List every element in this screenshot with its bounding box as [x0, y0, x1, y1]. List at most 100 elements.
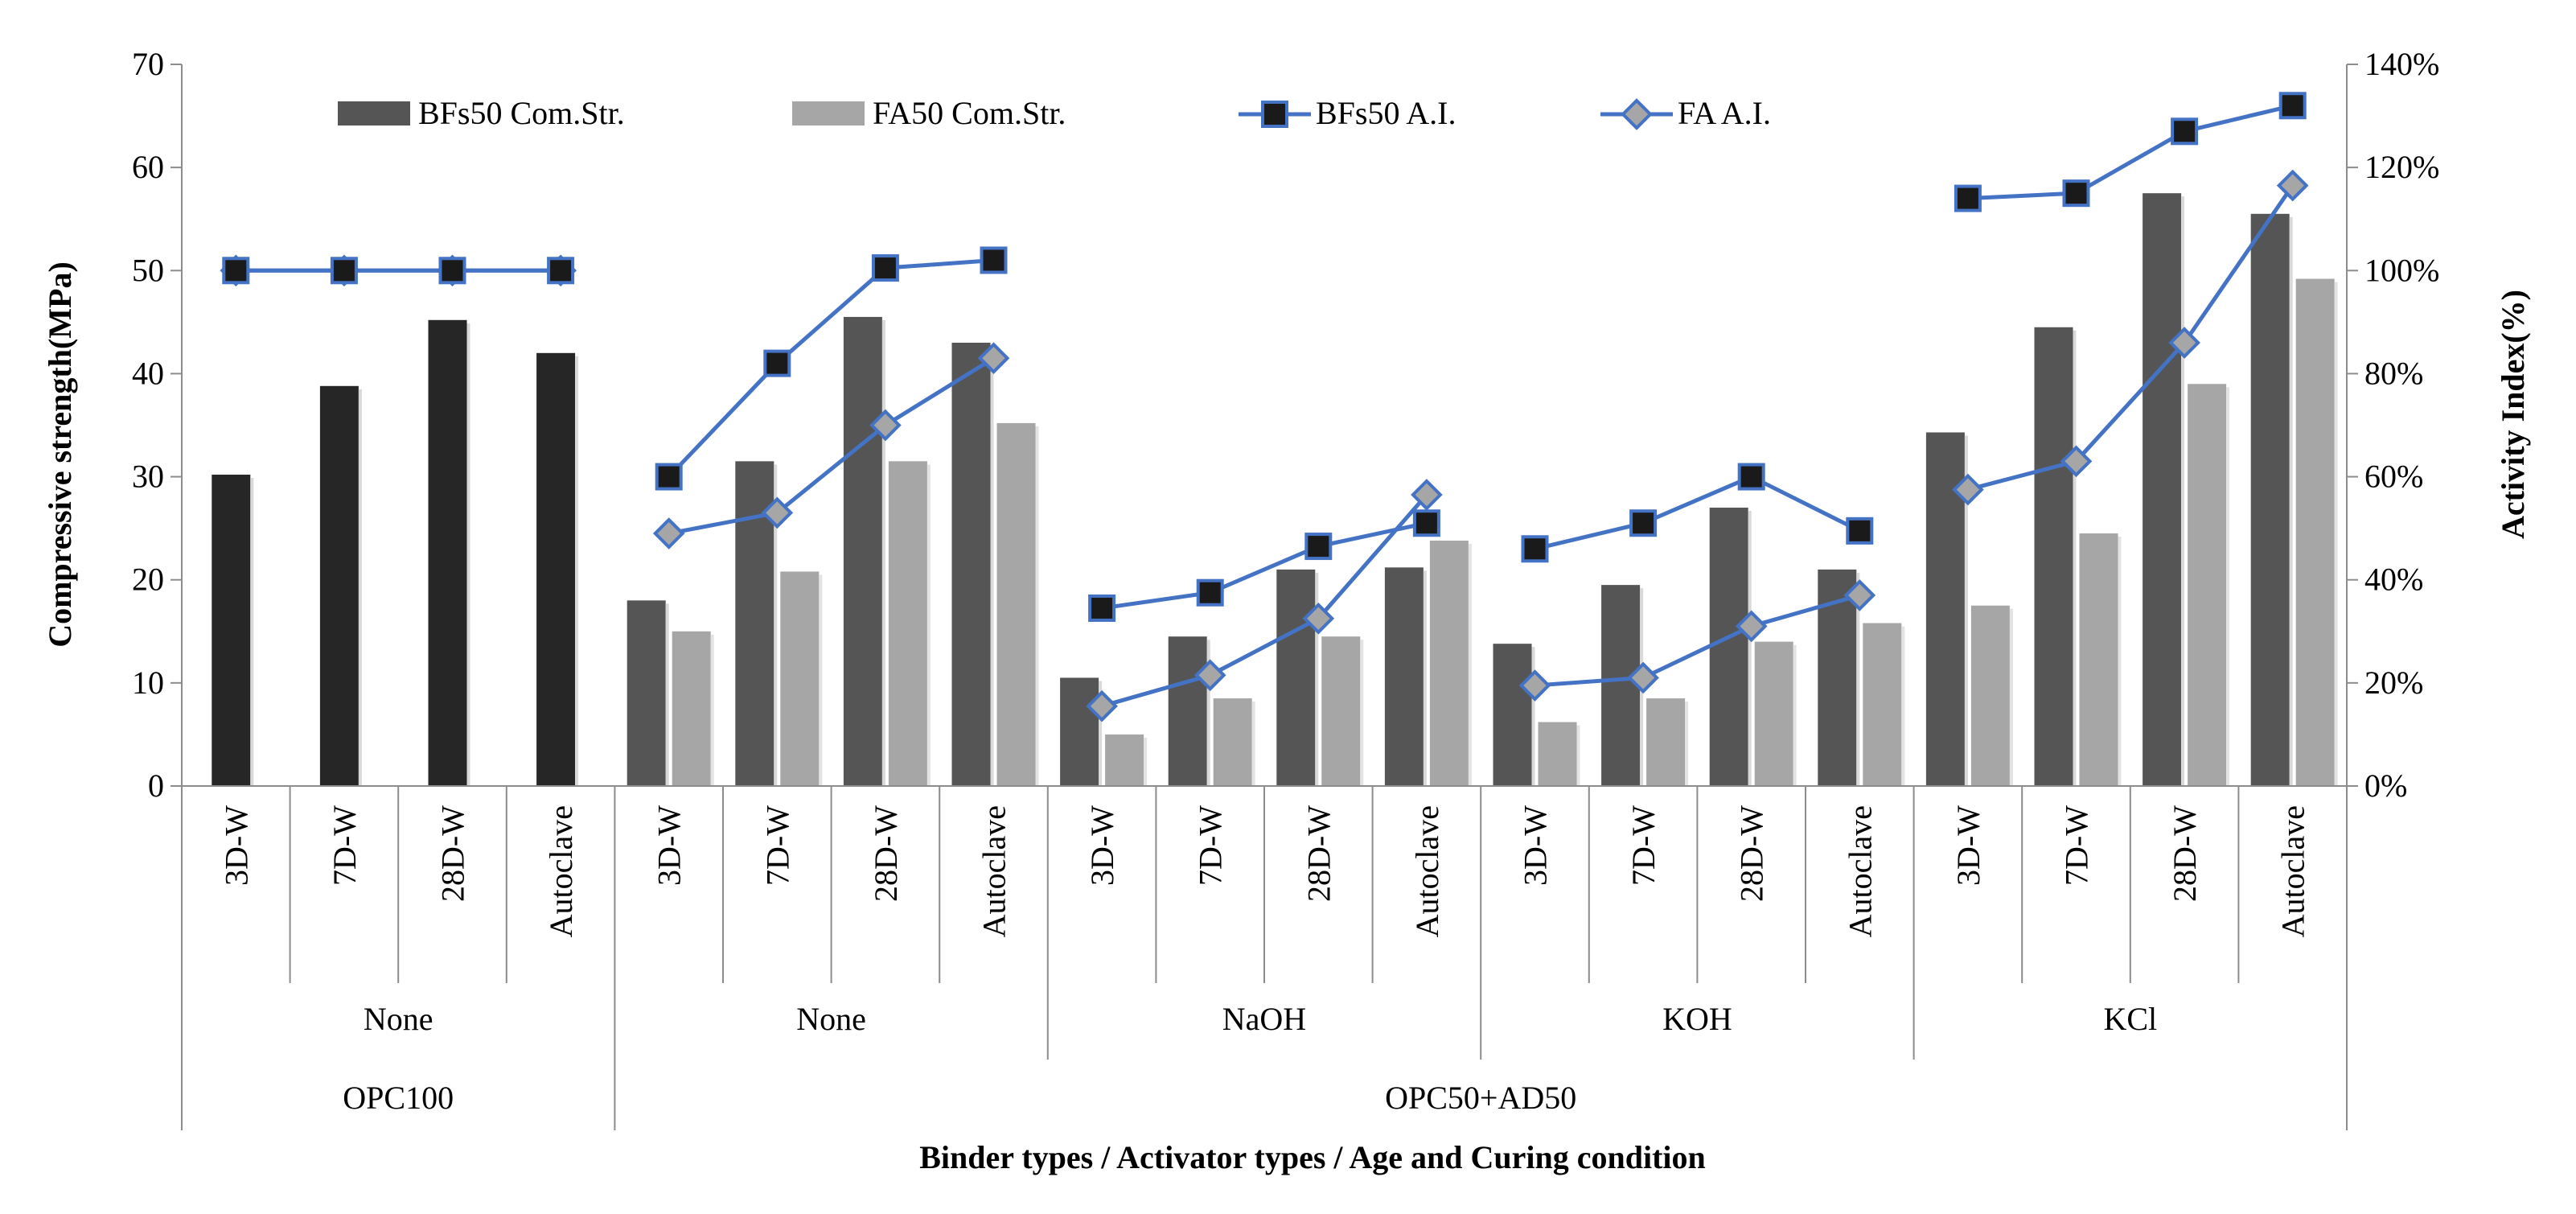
x-axis-title: Binder types / Activator types / Age and… — [919, 1139, 1706, 1175]
bar-shadow — [1964, 435, 1968, 786]
line-square — [667, 257, 994, 479]
bar-shadow — [1531, 647, 1535, 786]
bar-fa50-4 — [672, 631, 711, 786]
bar-fa50-12 — [1538, 722, 1577, 786]
bar-shadow — [250, 478, 254, 786]
y2-tick-label: 80% — [2364, 355, 2423, 391]
category-axis-table: 3D-W 7D-W 28D-W Autoclave 3D-W 7D-W 28D-W Autoc… — [181, 786, 2348, 1130]
line-diamond — [668, 356, 995, 536]
line-diamond — [1967, 184, 2295, 492]
line-square — [1967, 103, 2294, 201]
activator-group-label: KOH — [1662, 1001, 1732, 1037]
bar-shadow — [990, 345, 994, 786]
legend-label: BFs50 Com.Str. — [418, 95, 625, 131]
bar-shadow — [2334, 282, 2338, 787]
bar-bfs50-9 — [1168, 636, 1207, 786]
bar-shadow — [575, 356, 579, 786]
point-diamond — [1302, 602, 1335, 635]
point-square — [1521, 535, 1549, 563]
point-square — [2171, 117, 2199, 146]
point-square — [1088, 594, 1116, 622]
bar-bfs50-7 — [951, 342, 991, 786]
point-square — [1629, 509, 1658, 537]
bar-shadow — [1099, 681, 1103, 786]
bar-shadow — [1144, 737, 1148, 786]
point-diamond — [869, 409, 902, 442]
point-diamond — [761, 496, 794, 529]
category-label: Autoclave — [976, 805, 1013, 937]
bar-shadow — [774, 464, 778, 786]
activator-group-label: KCl — [2103, 1001, 2157, 1037]
y-tick-label: 70 — [132, 46, 164, 82]
y-tick-label: 50 — [132, 252, 164, 288]
point-diamond — [2060, 445, 2093, 478]
y-tick-label: 10 — [132, 665, 164, 701]
legend-swatch — [338, 101, 410, 126]
bar-shadow — [1685, 702, 1689, 786]
point-square — [871, 254, 899, 282]
bar-fa50-15 — [1863, 623, 1902, 786]
bar-fa50-9 — [1213, 698, 1252, 786]
y2-tick-label: 0% — [2364, 767, 2407, 804]
point-square — [438, 257, 466, 285]
bar-shadow — [1576, 725, 1580, 786]
category-label: 3D-W — [1518, 805, 1554, 886]
point-square — [222, 257, 250, 285]
y-tick-label: 40 — [132, 355, 164, 391]
legend-label: FA A.I. — [1678, 95, 1771, 131]
y2-tick-label: 120% — [2364, 149, 2439, 185]
point-diamond — [652, 517, 685, 549]
bar-bfs50-19 — [2250, 213, 2290, 786]
bar-bfs50-11 — [1384, 567, 1424, 786]
y-tick-label: 60 — [132, 149, 164, 185]
bar-opc100-7d-w — [319, 385, 359, 786]
lines-layer — [220, 92, 2309, 722]
bar-shadow — [1793, 644, 1797, 786]
line-square — [1101, 521, 1428, 611]
bar-shadow — [1423, 570, 1427, 786]
legend-marker — [1261, 101, 1288, 128]
point-square — [330, 257, 358, 285]
bar-shadow — [665, 603, 669, 786]
bar-fa50-5 — [780, 571, 820, 786]
y-axis-title: Compressive strength(MPa) — [42, 261, 78, 648]
y2-axis-title: Activity Index(%) — [2495, 290, 2531, 539]
category-label: 7D-W — [2059, 805, 2095, 886]
category-label: 28D-W — [868, 805, 904, 902]
category-label: 7D-W — [327, 805, 363, 886]
bar-bfs50-17 — [2034, 327, 2073, 786]
point-square — [1304, 533, 1333, 561]
bar-shadow — [2118, 537, 2122, 786]
category-label: 7D-W — [759, 805, 795, 886]
y2-tick-label: 100% — [2364, 252, 2439, 288]
point-square — [655, 463, 683, 491]
bar-bfs50-14 — [1709, 508, 1748, 786]
point-diamond — [1086, 689, 1118, 722]
point-square — [1196, 578, 1224, 607]
point-square — [2062, 179, 2090, 208]
bar-shadow — [1360, 640, 1364, 786]
category-label: Autoclave — [1842, 805, 1878, 937]
bar-shadow — [1206, 640, 1210, 786]
point-diamond — [1735, 610, 1768, 643]
binder-group-label: OPC50+AD50 — [1385, 1080, 1576, 1116]
bar-bfs50-6 — [843, 316, 882, 786]
y2-tick-label: 20% — [2364, 665, 2423, 701]
category-label: Autoclave — [543, 805, 579, 937]
bar-bfs50-10 — [1276, 569, 1316, 786]
bars-layer — [212, 193, 2338, 787]
bar-shadow — [1251, 702, 1255, 786]
activator-group-label: None — [796, 1001, 866, 1037]
bar-shadow — [1315, 572, 1319, 786]
bar-shadow — [1901, 626, 1905, 786]
category-label: Autoclave — [2275, 805, 2311, 937]
bar-shadow — [358, 389, 362, 786]
point-diamond — [1411, 479, 1443, 511]
legend-swatch — [792, 101, 865, 126]
activator-group-label: NaOH — [1222, 1001, 1306, 1037]
bar-shadow — [1856, 572, 1860, 786]
point-square — [547, 257, 575, 285]
bar-bfs50-13 — [1601, 585, 1641, 786]
activator-group-label: None — [364, 1001, 433, 1037]
